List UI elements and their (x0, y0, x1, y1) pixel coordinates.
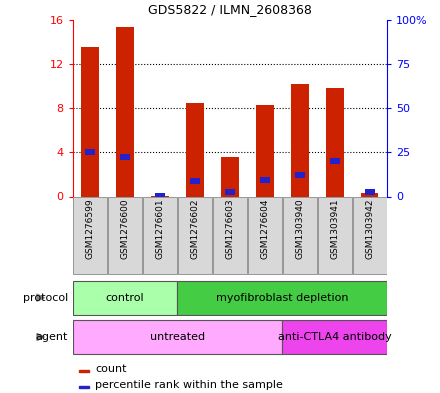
Text: protocol: protocol (23, 293, 68, 303)
Text: GSM1303942: GSM1303942 (365, 199, 374, 259)
Text: percentile rank within the sample: percentile rank within the sample (95, 380, 283, 389)
Title: GDS5822 / ILMN_2608368: GDS5822 / ILMN_2608368 (148, 3, 312, 16)
Bar (361, 193, 378, 196)
Text: GSM1276604: GSM1276604 (260, 199, 269, 259)
FancyBboxPatch shape (73, 320, 282, 354)
Bar (120, 154, 130, 160)
Text: GSM1303941: GSM1303941 (330, 199, 339, 259)
Bar (330, 158, 340, 164)
FancyBboxPatch shape (177, 281, 387, 315)
Text: control: control (106, 293, 144, 303)
FancyBboxPatch shape (178, 197, 212, 274)
Bar (155, 193, 165, 198)
Bar (291, 84, 308, 196)
Text: GSM1276603: GSM1276603 (225, 199, 235, 259)
Bar (79, 370, 89, 372)
FancyBboxPatch shape (318, 197, 352, 274)
Text: myofibroblast depletion: myofibroblast depletion (216, 293, 348, 303)
Bar (365, 189, 374, 195)
Bar (260, 177, 270, 183)
Text: GSM1276600: GSM1276600 (121, 199, 129, 259)
Bar (225, 189, 235, 195)
FancyBboxPatch shape (283, 197, 317, 274)
Bar (116, 28, 134, 196)
Text: GSM1276602: GSM1276602 (191, 199, 199, 259)
FancyBboxPatch shape (353, 197, 386, 274)
Bar (326, 88, 344, 196)
Text: count: count (95, 364, 127, 374)
Bar (221, 157, 238, 196)
FancyBboxPatch shape (73, 281, 177, 315)
Bar (295, 172, 304, 178)
Bar (79, 386, 89, 387)
Text: GSM1276599: GSM1276599 (85, 199, 95, 259)
FancyBboxPatch shape (213, 197, 247, 274)
FancyBboxPatch shape (282, 320, 387, 354)
Text: GSM1276601: GSM1276601 (155, 199, 165, 259)
FancyBboxPatch shape (143, 197, 177, 274)
Text: agent: agent (36, 332, 68, 342)
Bar (85, 149, 95, 155)
FancyBboxPatch shape (73, 197, 107, 274)
Bar (186, 103, 204, 196)
Bar (81, 47, 99, 196)
Bar (256, 105, 274, 196)
Text: GSM1303940: GSM1303940 (295, 199, 304, 259)
Text: untreated: untreated (150, 332, 205, 342)
FancyBboxPatch shape (248, 197, 282, 274)
Bar (190, 178, 200, 184)
Text: anti-CTLA4 antibody: anti-CTLA4 antibody (278, 332, 392, 342)
FancyBboxPatch shape (108, 197, 142, 274)
